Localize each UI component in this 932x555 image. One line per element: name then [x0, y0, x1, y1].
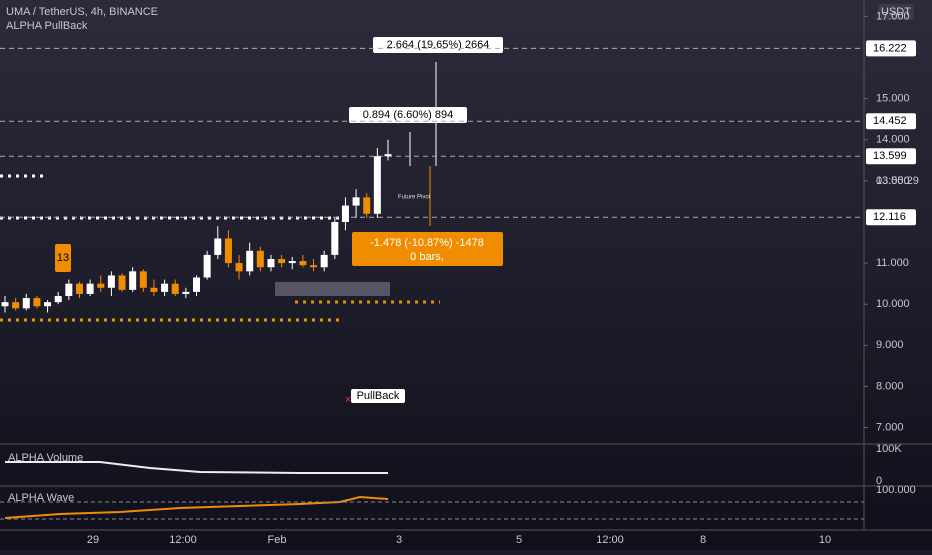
candle-body — [331, 222, 339, 255]
price-tick-label: 17.000 — [876, 10, 910, 22]
candle-body — [1, 302, 9, 307]
level-box — [866, 113, 916, 130]
candle-body — [171, 283, 179, 294]
candle-body — [129, 271, 137, 290]
candle-body — [203, 254, 211, 278]
countdown: 03:55:29 — [876, 175, 919, 187]
currency[interactable]: USDT — [881, 6, 911, 18]
symbol: UMA / TetherUS, 4h, BINANCE — [6, 6, 158, 18]
candle-body — [224, 238, 232, 264]
candle-body — [54, 296, 62, 303]
label-box — [373, 37, 503, 53]
candle-body — [299, 261, 307, 266]
time-label: 8 — [700, 534, 706, 546]
price-tick-label: 15.000 — [876, 93, 910, 105]
candle-body — [363, 197, 371, 214]
candle-body — [75, 283, 83, 294]
time-label: 10 — [819, 534, 831, 546]
currency-box[interactable] — [878, 4, 914, 20]
candle-body — [12, 302, 20, 309]
candle-body — [373, 156, 381, 214]
candle-body — [341, 205, 349, 222]
label-box — [351, 389, 405, 403]
candle-body — [288, 261, 296, 264]
candle-body — [86, 283, 94, 294]
price-tick-label: 11.000 — [876, 257, 909, 269]
candle-body — [235, 263, 243, 272]
volume-title: ALPHA Volume — [8, 452, 83, 464]
candle-body — [384, 154, 392, 157]
price-tick-label: 14.000 — [876, 134, 910, 146]
time-label: Feb — [268, 534, 287, 546]
candle-body — [97, 283, 105, 288]
zone — [275, 282, 390, 296]
price-tick-label: 8.000 — [876, 380, 904, 392]
price-tick-label: 9.000 — [876, 339, 904, 351]
cross-mark: × — [345, 394, 351, 406]
candle-body — [278, 259, 286, 264]
candle-body — [65, 283, 73, 296]
level-box — [866, 209, 916, 226]
pullback-label: PullBack — [357, 390, 400, 402]
price-tick-label: 13.000 — [876, 175, 910, 187]
level-box — [866, 40, 916, 57]
level-label: 14.452 — [873, 115, 907, 127]
label-box — [352, 232, 503, 266]
candle-body — [352, 197, 360, 206]
price-tick-label: 7.000 — [876, 421, 904, 433]
time-label: 3 — [396, 534, 402, 546]
candle-body — [320, 254, 328, 268]
candle-body — [193, 277, 200, 292]
volume-line — [5, 461, 388, 474]
stop-label: -1.478 (-10.87%) -1478 — [370, 237, 484, 249]
target-label: 0.894 (6.60%) 894 — [363, 109, 454, 121]
candle-body — [161, 283, 169, 292]
level-box — [866, 148, 916, 165]
candle-body — [150, 287, 158, 292]
candle-body — [214, 238, 222, 255]
candle-body — [256, 250, 264, 268]
wave-tick: 100.000 — [876, 484, 916, 496]
candle-body — [22, 298, 30, 309]
candle-body — [267, 259, 275, 268]
level-label: 12.116 — [873, 211, 906, 223]
bars-label: 0 bars, — [410, 251, 444, 263]
indicator: ALPHA PullBack — [6, 20, 88, 32]
candle-body — [139, 271, 147, 288]
candle-body — [44, 302, 52, 307]
candle-body — [107, 275, 115, 288]
label-box — [349, 107, 467, 123]
level-label: 16.222 — [873, 42, 907, 54]
candle-body — [182, 291, 190, 294]
wave-title: ALPHA Wave — [8, 492, 74, 504]
badge-text: 13 — [57, 252, 69, 264]
volume-tick: 0 — [876, 475, 882, 487]
candle-body — [310, 265, 318, 268]
future-pivot: Future Pivot — [398, 195, 431, 201]
candle-body — [118, 275, 126, 290]
price-tick-label: 10.000 — [876, 298, 910, 310]
time-label: 5 — [516, 534, 522, 546]
time-label: 12:00 — [169, 534, 197, 546]
time-label: 12:00 — [596, 534, 624, 546]
badge — [55, 244, 71, 272]
candle-body — [33, 298, 41, 307]
level-label: 13.599 — [873, 150, 907, 162]
candle-body — [246, 250, 254, 272]
time-label: 29 — [87, 534, 99, 546]
wave-line — [4, 495, 389, 519]
volume-tick: 100K — [876, 443, 902, 455]
target-label: 2.664 (19.65%) 2664 — [387, 39, 490, 51]
